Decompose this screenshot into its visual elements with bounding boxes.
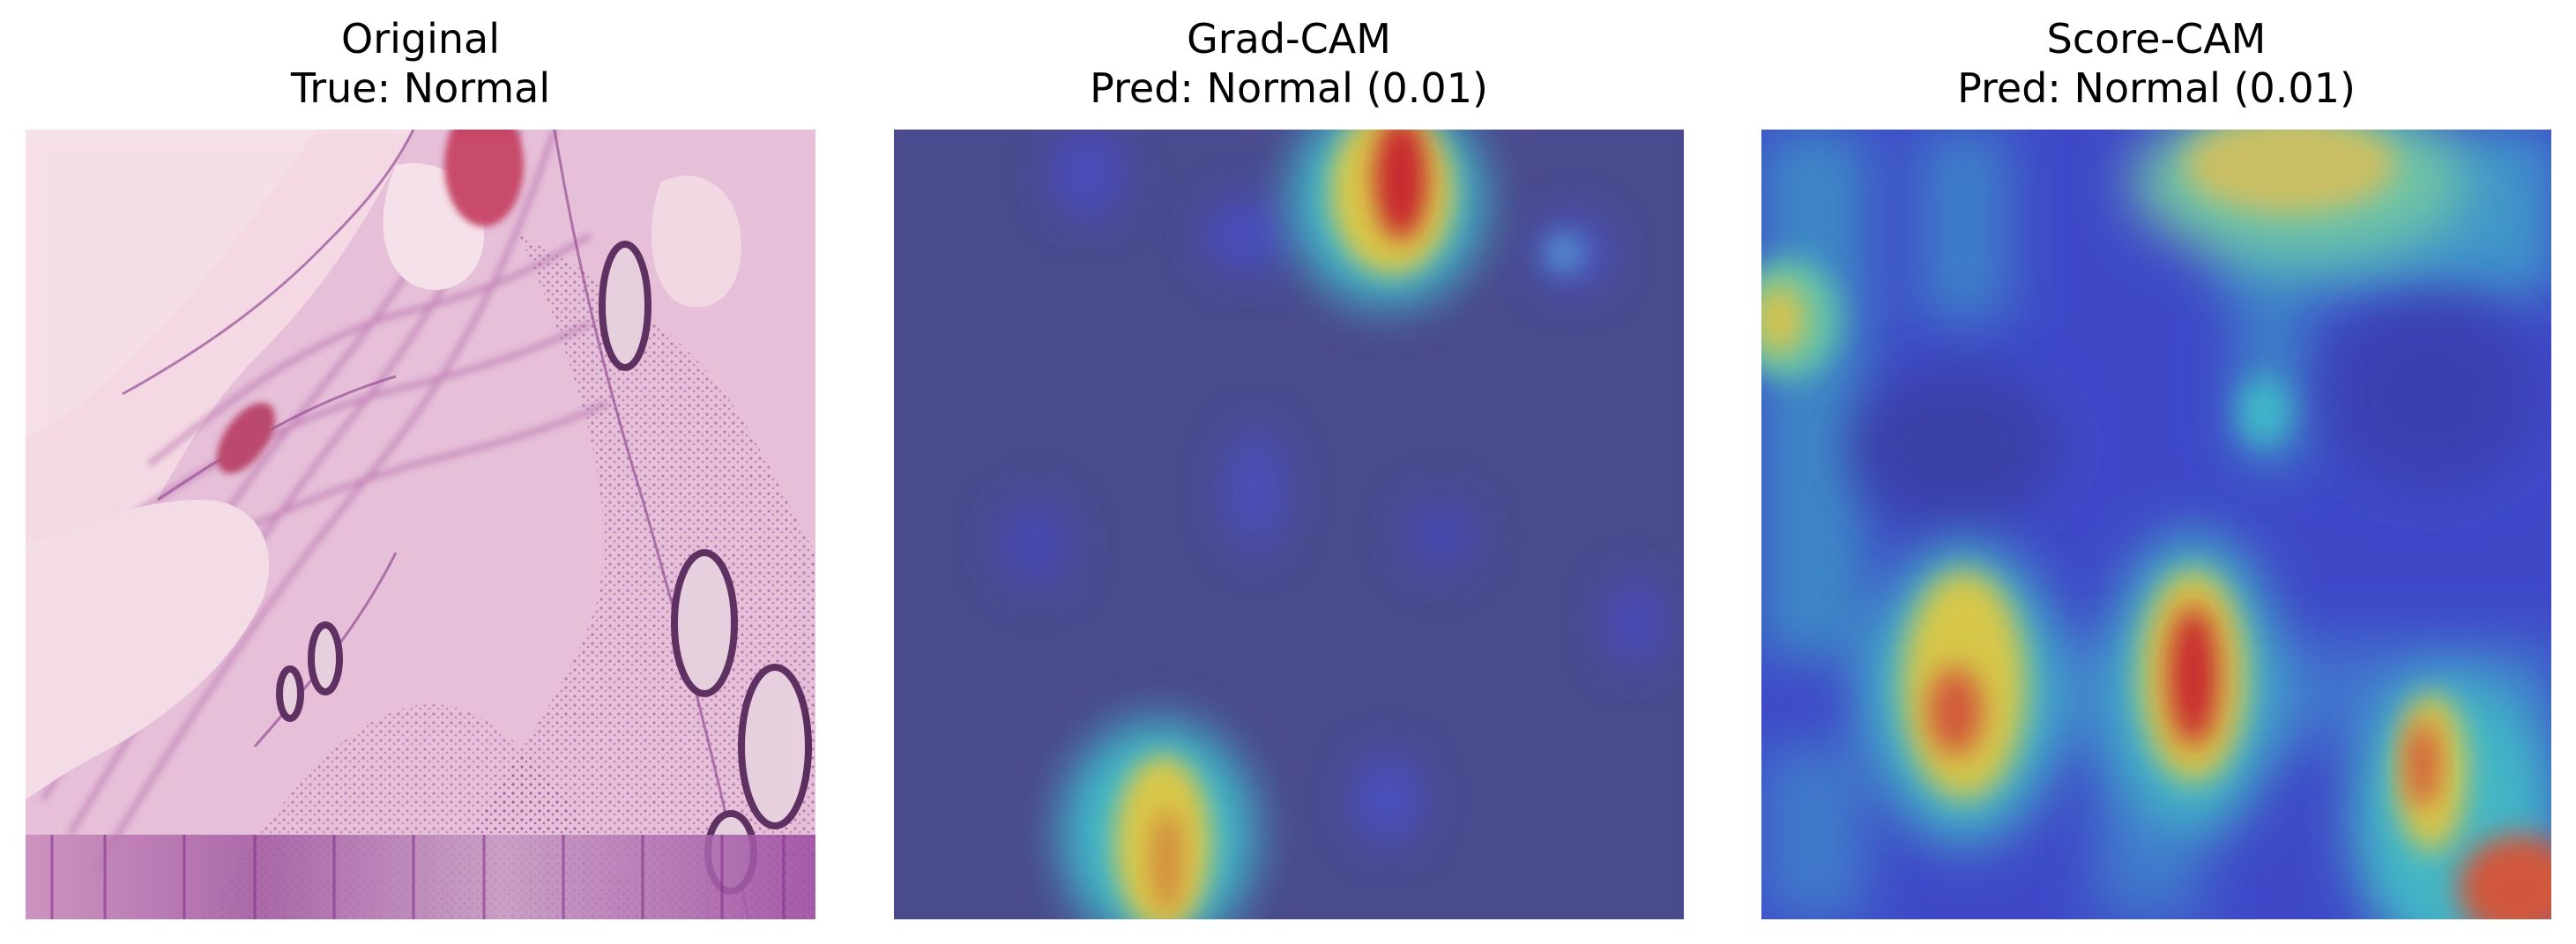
original-true-label: True: Normal — [290, 64, 551, 112]
gradcam-title-label: Grad-CAM — [1187, 15, 1391, 63]
original-title-label: Original — [340, 15, 500, 63]
scorecam-title: Score-CAM Pred: Normal (0.01) — [1761, 14, 2551, 113]
scorecam-heatmap-image — [1761, 130, 2551, 919]
gradcam-pred-label: Pred: Normal (0.01) — [1090, 64, 1488, 112]
gradcam-title: Grad-CAM Pred: Normal (0.01) — [894, 14, 1684, 113]
gradcam-heatmap-image — [894, 130, 1684, 919]
scorecam-panel: Score-CAM Pred: Normal (0.01) — [1761, 0, 2551, 944]
scorecam-title-label: Score-CAM — [2046, 15, 2267, 63]
original-title: Original True: Normal — [26, 14, 815, 113]
original-histology-image — [26, 130, 815, 919]
original-panel: Original True: Normal — [26, 0, 815, 944]
gradcam-panel: Grad-CAM Pred: Normal (0.01) — [894, 0, 1684, 944]
scorecam-pred-label: Pred: Normal (0.01) — [1957, 64, 2356, 112]
